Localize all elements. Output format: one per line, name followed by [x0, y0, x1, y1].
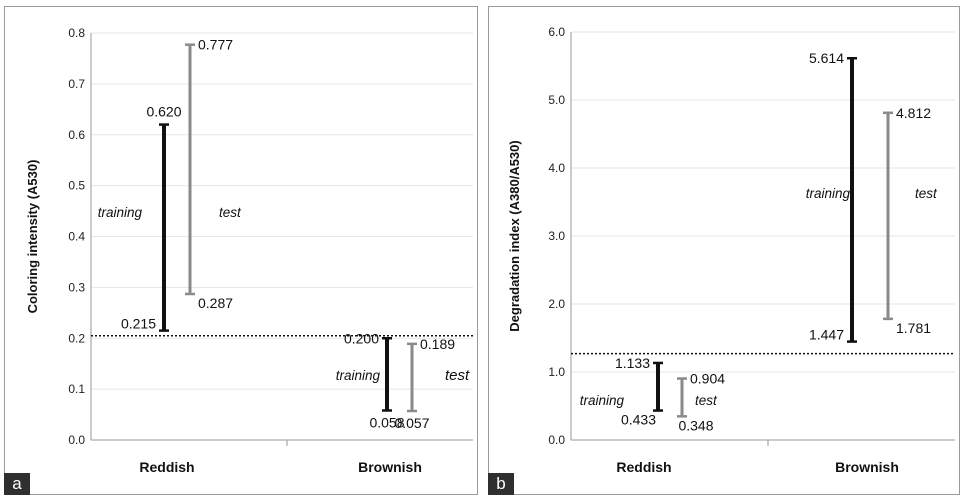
- y-tick-label: 0.0: [548, 433, 565, 447]
- y-tick-label: 1.0: [548, 365, 565, 379]
- series-label-test: test: [445, 367, 470, 384]
- data-label-low: 0.215: [121, 316, 156, 332]
- data-label-low: 1.781: [896, 320, 931, 336]
- data-label-high: 4.812: [896, 105, 931, 121]
- data-label-high: 0.620: [146, 104, 181, 120]
- data-label-low: 1.447: [809, 327, 844, 343]
- y-axis-title: Coloring intensity (A530): [25, 160, 40, 314]
- data-label-high: 1.133: [615, 355, 650, 371]
- y-tick-label: 0.4: [68, 230, 85, 244]
- x-category-label: Reddish: [616, 459, 671, 475]
- series-label-test: test: [915, 186, 938, 201]
- y-axis-title: Degradation index (A380/A530): [507, 140, 522, 331]
- series-label-training: training: [580, 393, 625, 408]
- x-category-label: Brownish: [835, 459, 899, 475]
- y-tick-label: 0.7: [68, 77, 85, 91]
- panel-a: 0.0 0.1 0.2 0.3 0.4 0.5 0.6 0.7 0.8 Reddish Browni…: [4, 6, 478, 495]
- data-label-low: 0.287: [198, 295, 233, 311]
- x-category-label: Brownish: [358, 459, 422, 475]
- y-tick-label: 5.0: [548, 93, 565, 107]
- data-label-high: 0.904: [690, 371, 725, 387]
- series-label-test: test: [219, 205, 242, 220]
- panel-label-b: b: [488, 473, 514, 495]
- data-label-high: 0.200: [344, 330, 379, 346]
- y-tick-label: 0.5: [68, 179, 85, 193]
- series-label-training: training: [98, 205, 143, 220]
- chart-a: 0.0 0.1 0.2 0.3 0.4 0.5 0.6 0.7 0.8 Reddish Browni…: [25, 26, 473, 475]
- chart-b: 0.0 1.0 2.0 3.0 4.0 5.0 6.0 Reddish Brownish Degr…: [507, 25, 955, 475]
- y-tick-label: 0.6: [68, 128, 85, 142]
- y-tick-label: 0.1: [68, 382, 85, 396]
- y-tick-label: 0.0: [68, 433, 85, 447]
- y-tick-label: 6.0: [548, 25, 565, 39]
- y-tick-label: 2.0: [548, 297, 565, 311]
- y-tick-label: 0.2: [68, 331, 85, 345]
- data-label-high: 5.614: [809, 50, 844, 66]
- series-label-test: test: [695, 393, 718, 408]
- data-label-low: 0.058: [369, 414, 404, 430]
- data-label-high: 0.777: [198, 37, 233, 53]
- data-label-low: 0.348: [678, 417, 713, 433]
- x-category-label: Reddish: [139, 459, 194, 475]
- series-label-training: training: [806, 186, 851, 201]
- panel-label-a: a: [4, 473, 30, 495]
- y-tick-label: 0.8: [68, 26, 85, 40]
- y-tick-label: 0.3: [68, 280, 85, 294]
- data-label-high: 0.189: [420, 336, 455, 352]
- y-tick-label: 3.0: [548, 229, 565, 243]
- y-tick-label: 4.0: [548, 161, 565, 175]
- data-label-low: 0.057: [394, 415, 429, 431]
- data-label-low: 0.433: [621, 412, 656, 428]
- panel-b: 0.0 1.0 2.0 3.0 4.0 5.0 6.0 Reddish Brownish Degr…: [488, 6, 960, 495]
- series-label-training: training: [336, 368, 381, 383]
